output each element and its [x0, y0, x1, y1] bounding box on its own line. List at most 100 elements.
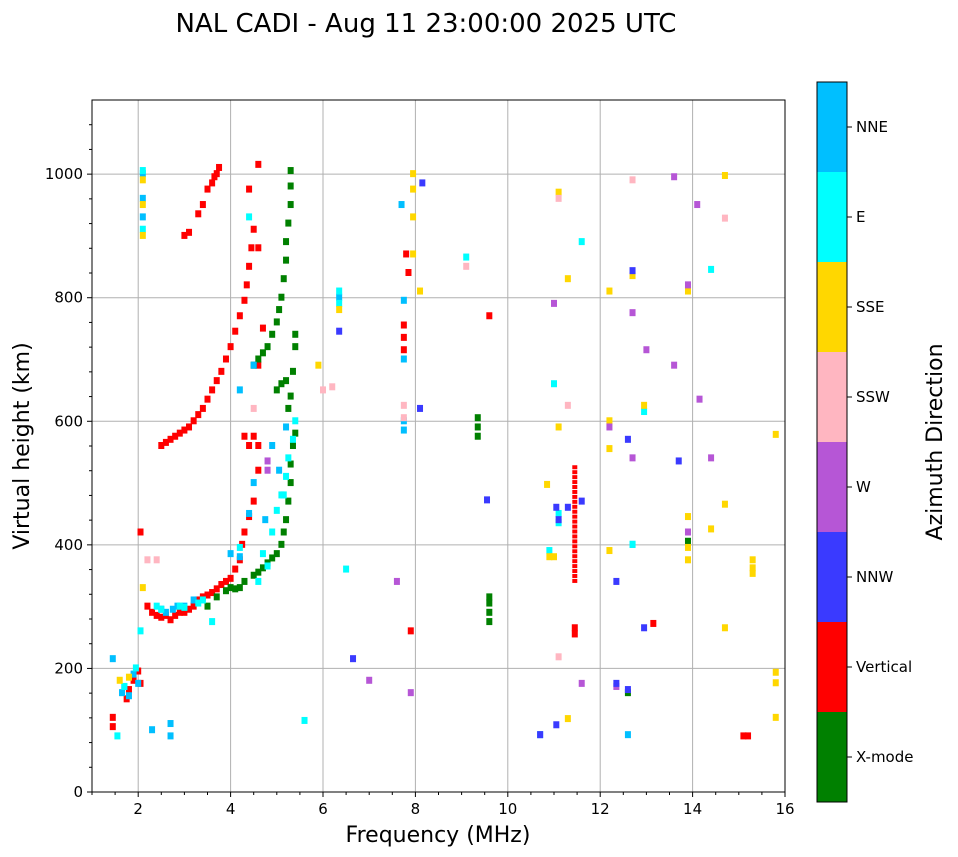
- point-sse: [749, 556, 756, 564]
- point-vertical: [218, 581, 225, 589]
- point-sse: [772, 668, 779, 676]
- point-sse: [410, 213, 417, 221]
- colorbar-label-sse: SSE: [856, 298, 885, 316]
- point-sse: [684, 556, 691, 564]
- point-x-mode: [287, 479, 294, 487]
- point-e: [292, 417, 299, 425]
- point-x-mode: [289, 442, 296, 449]
- point-sse: [606, 287, 613, 295]
- point-nne: [269, 442, 276, 449]
- point-vertical: [227, 343, 234, 351]
- colorbar-swatch-w: [817, 442, 847, 532]
- point-column-vertical: [572, 519, 578, 524]
- point-column-vertical: [572, 485, 578, 490]
- point-vertical: [190, 602, 197, 610]
- point-x-mode: [269, 554, 276, 562]
- point-vertical: [740, 732, 747, 740]
- point-x-mode: [684, 537, 691, 545]
- point-w: [366, 676, 373, 684]
- colorbar-swatch-nnw: [817, 532, 847, 622]
- colorbar-label-e: E: [856, 208, 865, 226]
- point-vertical: [259, 324, 266, 332]
- point-x-mode: [285, 404, 292, 412]
- point-w: [684, 528, 691, 536]
- point-vertical: [243, 281, 250, 289]
- point-e: [301, 716, 308, 724]
- point-e: [139, 225, 146, 233]
- point-vertical: [144, 602, 151, 610]
- colorbar-swatch-e: [817, 172, 847, 262]
- point-vertical: [650, 619, 657, 627]
- point-vertical: [181, 608, 188, 616]
- point-nnw: [350, 655, 357, 663]
- point-x-mode: [273, 318, 280, 326]
- plot-frame: [91, 99, 786, 793]
- point-vertical: [209, 179, 216, 187]
- point-x-mode: [255, 355, 262, 363]
- point-e: [199, 596, 206, 604]
- point-sse: [417, 287, 424, 295]
- point-e: [195, 599, 202, 607]
- point-ssw: [153, 556, 160, 564]
- point-sse: [315, 361, 322, 369]
- point-e: [132, 664, 139, 672]
- point-column-vertical: [572, 549, 578, 554]
- colorbar-swatch-sse: [817, 262, 847, 352]
- point-x-mode: [287, 392, 294, 400]
- point-x-mode: [213, 593, 220, 601]
- point-nne: [139, 194, 146, 202]
- point-vertical: [209, 386, 216, 394]
- point-x-mode: [204, 602, 211, 610]
- point-e: [264, 562, 271, 570]
- x-tick-label: 2: [133, 800, 143, 818]
- x-tick-label: 4: [226, 800, 236, 818]
- point-vertical: [181, 231, 188, 239]
- point-x-mode: [283, 377, 290, 385]
- point-vertical: [186, 423, 193, 431]
- point-column-vertical: [572, 529, 578, 534]
- point-e: [137, 627, 144, 635]
- point-sse: [410, 170, 417, 178]
- point-vertical: [241, 432, 248, 440]
- point-ssw: [144, 556, 151, 564]
- point-e: [153, 602, 160, 610]
- point-nne: [398, 201, 405, 209]
- point-vertical: [250, 225, 257, 233]
- point-e: [629, 540, 636, 548]
- colorbar-swatch-ssw: [817, 352, 847, 442]
- point-sse: [708, 525, 715, 533]
- point-vertical: [158, 613, 165, 621]
- y-tick-label: 1000: [45, 165, 83, 183]
- point-w: [606, 423, 613, 431]
- point-sse: [116, 676, 123, 684]
- point-sse: [721, 171, 728, 179]
- point-w: [264, 457, 271, 465]
- point-column-vertical: [572, 569, 578, 574]
- point-e: [289, 435, 296, 443]
- point-sse: [721, 500, 728, 508]
- point-sse: [772, 713, 779, 721]
- point-nne: [236, 553, 243, 561]
- point-e: [578, 238, 585, 246]
- point-vertical: [218, 367, 225, 375]
- point-vertical: [204, 395, 211, 403]
- point-vertical: [199, 201, 206, 209]
- point-sse: [564, 275, 571, 283]
- point-x-mode: [259, 564, 266, 572]
- point-vertical: [176, 429, 183, 437]
- point-e: [546, 547, 553, 555]
- point-sse: [544, 480, 551, 488]
- point-vertical: [250, 432, 257, 440]
- point-nnw: [555, 516, 562, 524]
- point-nne: [227, 550, 234, 558]
- point-vertical: [195, 210, 202, 218]
- point-e: [336, 287, 343, 295]
- point-e: [555, 509, 562, 517]
- point-nnw: [613, 577, 620, 585]
- point-vertical: [246, 262, 253, 270]
- point-x-mode: [236, 584, 243, 592]
- point-vertical: [109, 713, 116, 721]
- point-nne: [250, 479, 257, 487]
- point-vertical: [176, 608, 183, 616]
- point-x-mode: [287, 460, 294, 468]
